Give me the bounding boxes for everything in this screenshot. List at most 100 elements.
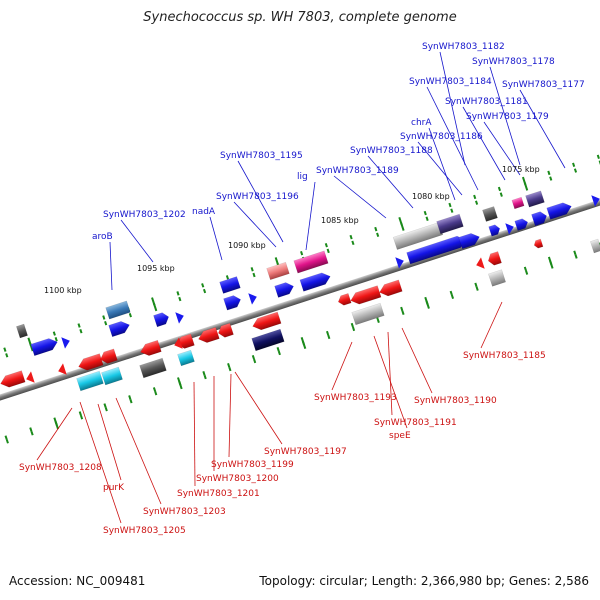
gene-feature[interactable] — [482, 206, 498, 222]
ruler-tick — [547, 170, 551, 176]
gene-feature[interactable] — [378, 279, 403, 298]
gene-feature[interactable] — [105, 300, 131, 320]
gene-feature[interactable] — [511, 196, 525, 210]
gene-label[interactable]: SynWH7803_1202 — [103, 210, 186, 220]
gene-label[interactable]: SynWH7803_1208 — [19, 463, 102, 473]
gene-label[interactable]: SynWH7803_1178 — [472, 57, 555, 67]
gene-feature[interactable] — [77, 353, 104, 373]
gene-feature[interactable] — [266, 261, 290, 281]
gene-leader-line — [401, 327, 433, 394]
gene-feature[interactable] — [99, 348, 118, 365]
gene-feature[interactable] — [525, 190, 545, 208]
gene-label[interactable]: SynWH7803_1190 — [414, 396, 497, 406]
ruler-tick — [201, 283, 205, 288]
ruler-tick — [549, 260, 554, 269]
gene-feature[interactable] — [533, 238, 544, 249]
ruler-tick — [549, 176, 553, 181]
gene-feature[interactable] — [223, 294, 243, 311]
gene-label[interactable]: SynWH7803_1205 — [103, 526, 186, 536]
gene-label[interactable]: SynWH7803_1184 — [409, 77, 492, 87]
ruler-tick — [202, 288, 207, 294]
gene-feature[interactable] — [251, 311, 282, 332]
gene-label[interactable]: SynWH7803_1199 — [211, 460, 294, 470]
ruler-tick — [374, 226, 378, 232]
gene-feature[interactable] — [337, 293, 352, 306]
ruler-tick — [52, 331, 56, 336]
gene-label[interactable]: lig — [297, 172, 308, 182]
gene-feature[interactable] — [101, 366, 123, 386]
gene-feature[interactable] — [251, 328, 285, 352]
gene-leader-line — [36, 407, 73, 461]
gene-feature[interactable] — [139, 339, 162, 358]
gene-feature[interactable] — [486, 251, 502, 266]
gene-leader-line — [387, 331, 393, 416]
gene-feature[interactable] — [351, 302, 385, 326]
gene-feature[interactable] — [514, 217, 530, 231]
gene-feature[interactable] — [488, 269, 506, 287]
gene-feature[interactable] — [458, 231, 482, 250]
kbp-label: 1080 kbp — [412, 192, 450, 201]
gene-label[interactable]: SynWH7803_1197 — [264, 447, 347, 457]
gene-feature[interactable] — [139, 357, 167, 379]
gene-feature[interactable] — [392, 222, 444, 250]
gene-feature[interactable] — [293, 250, 329, 274]
gene-feature[interactable] — [0, 370, 26, 390]
ruler-tick — [398, 216, 403, 226]
gene-label[interactable]: SynWH7803_1193 — [314, 393, 397, 403]
gene-label[interactable]: SynWH7803_1177 — [502, 80, 585, 90]
gene-label[interactable]: SynWH7803_1182 — [422, 42, 505, 52]
gene-feature[interactable] — [216, 322, 234, 339]
gene-label[interactable]: SynWH7803_1201 — [177, 489, 260, 499]
gene-leader-line — [439, 51, 466, 166]
gene-feature[interactable] — [197, 326, 220, 345]
gene-label[interactable]: chrA — [411, 118, 432, 128]
ruler-tick — [250, 267, 254, 272]
gene-label[interactable]: SynWH7803_1186 — [400, 132, 483, 142]
gene-label[interactable]: SynWH7803_1196 — [216, 192, 299, 202]
gene-feature[interactable] — [488, 224, 502, 237]
gene-label[interactable]: SynWH7803_1195 — [220, 151, 303, 161]
ruler-tick — [423, 210, 427, 216]
strand-marker — [26, 371, 35, 383]
gene-leader-line — [193, 381, 196, 487]
gene-label[interactable]: SynWH7803_1191 — [374, 418, 457, 428]
gene-label[interactable]: nadA — [192, 207, 216, 217]
ruler-tick — [525, 270, 529, 275]
gene-label[interactable]: SynWH7803_1189 — [316, 166, 399, 176]
ruler-tick — [598, 160, 600, 165]
gene-label[interactable]: SynWH7803_1203 — [143, 507, 226, 517]
gene-feature[interactable] — [153, 311, 170, 328]
gene-feature[interactable] — [546, 201, 574, 220]
gene-feature[interactable] — [531, 210, 548, 227]
gene-label[interactable]: purK — [103, 483, 125, 493]
ruler-tick — [178, 296, 182, 302]
gene-feature[interactable] — [436, 213, 464, 235]
gene-label[interactable]: SynWH7803_1181 — [445, 97, 528, 107]
gene-label[interactable]: SynWH7803_1179 — [466, 112, 549, 122]
gene-feature[interactable] — [219, 276, 241, 294]
ruler-tick — [596, 154, 600, 160]
gene-feature[interactable] — [590, 238, 600, 254]
gene-feature[interactable] — [299, 271, 332, 292]
gene-label[interactable]: SynWH7803_1188 — [350, 146, 433, 156]
gene-label[interactable]: aroB — [92, 232, 113, 242]
gene-feature[interactable] — [349, 285, 382, 307]
gene-leader-line — [367, 155, 414, 209]
gene-feature[interactable] — [76, 370, 104, 392]
gene-feature[interactable] — [108, 319, 132, 338]
gene-label[interactable]: speE — [389, 431, 411, 441]
gene-label[interactable]: SynWH7803_1185 — [463, 351, 546, 361]
gene-label[interactable]: SynWH7803_1200 — [196, 474, 279, 484]
gene-feature[interactable] — [16, 323, 28, 339]
ruler-tick — [227, 363, 231, 368]
ruler-tick — [350, 322, 354, 328]
ruler-tick — [573, 250, 577, 255]
gene-feature[interactable] — [274, 281, 296, 298]
strand-marker — [476, 257, 485, 269]
gene-feature[interactable] — [30, 336, 59, 357]
ruler-tick — [203, 374, 207, 380]
ruler-tick — [104, 407, 108, 412]
gene-feature[interactable] — [177, 349, 195, 367]
kbp-label: 1090 kbp — [228, 241, 266, 250]
